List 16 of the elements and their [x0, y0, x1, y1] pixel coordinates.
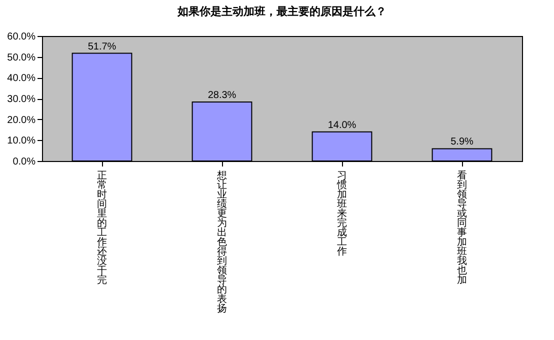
category-label: 想让业绩更为出色得到领导的表扬 [217, 170, 227, 314]
y-tick-label: 20.0% [7, 114, 36, 126]
data-label: 5.9% [450, 136, 474, 148]
y-tick-label: 40.0% [7, 73, 36, 84]
category-label: 习惯加班来完成工作 [337, 170, 347, 258]
chart-title: 如果你是主动加班，最主要的原因是什么？ [176, 5, 386, 18]
y-tick-label: 0.0% [12, 156, 36, 168]
y-tick-label: 30.0% [7, 94, 36, 105]
data-label: 28.3% [208, 90, 236, 102]
y-tick-label: 10.0% [7, 136, 36, 147]
y-tick-label: 60.0% [7, 32, 36, 42]
y-tick-label: 50.0% [7, 52, 36, 64]
data-label: 51.7% [88, 41, 116, 52]
data-label: 14.0% [328, 120, 356, 131]
category-label: 正常时间里的工作还没干完 [97, 170, 107, 286]
category-label: 看到领导或同事加班我也加 [457, 170, 467, 286]
